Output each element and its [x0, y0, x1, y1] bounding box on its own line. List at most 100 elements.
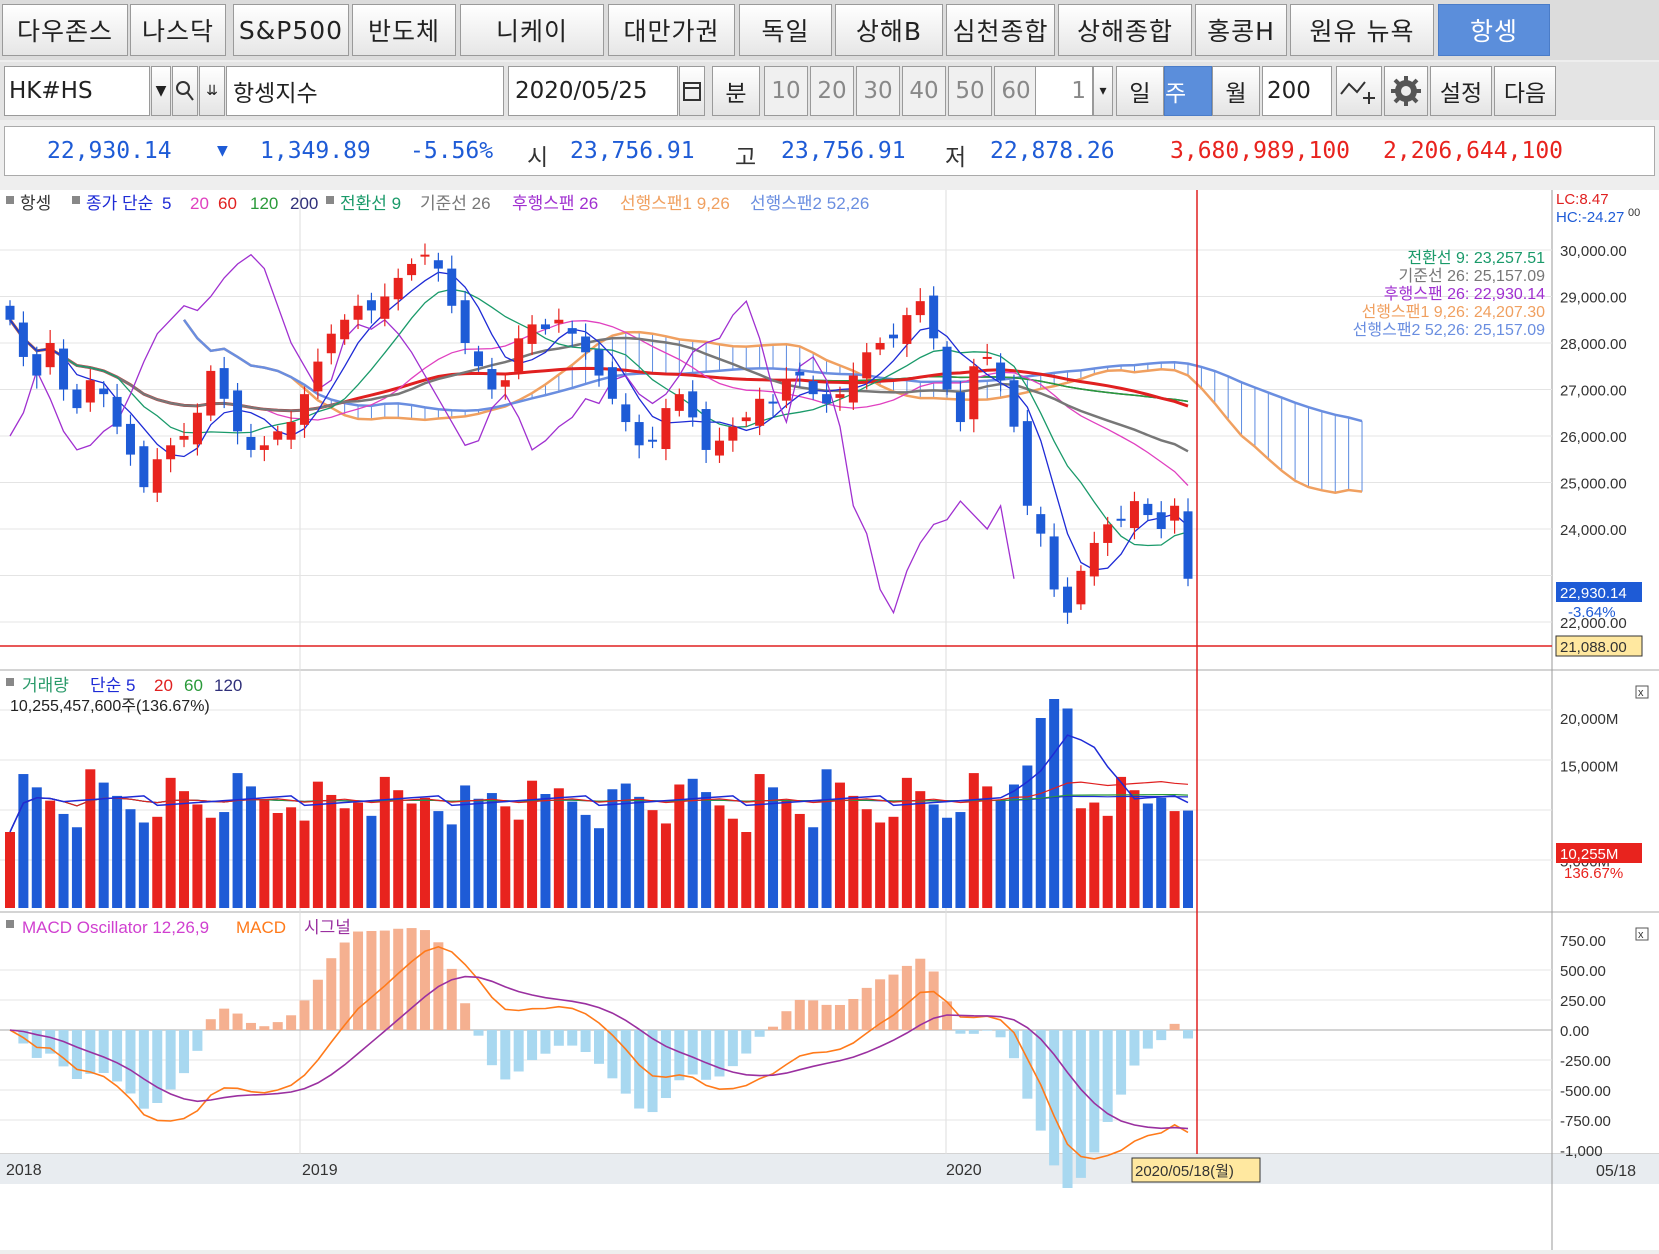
tab-2[interactable]: S&P500	[233, 4, 349, 56]
symbol-input[interactable]: HK#HS	[4, 66, 150, 116]
panel-close-icon[interactable]	[1635, 685, 1649, 699]
oscillator-bar	[594, 1030, 604, 1064]
candle-body	[420, 254, 430, 257]
symbol-dropdown-icon[interactable]: ▼	[151, 66, 171, 116]
panel-close-icon[interactable]	[1635, 927, 1649, 941]
tab-7[interactable]: 상해B	[835, 4, 943, 56]
candle-body	[246, 436, 256, 450]
count-field[interactable]: 1	[1035, 66, 1093, 116]
oscillator-bar	[955, 1030, 966, 1034]
candle-body	[179, 436, 189, 440]
candle-body	[219, 368, 229, 399]
legend-ma60: 60	[218, 194, 237, 213]
volume-bar	[687, 778, 698, 908]
candle-body	[741, 417, 751, 422]
next-button[interactable]: 다음	[1494, 66, 1556, 116]
tab-4[interactable]: 니케이	[460, 4, 604, 56]
period-month-button[interactable]: 월	[1212, 66, 1260, 116]
volume-bar	[460, 785, 471, 908]
settings-button[interactable]: 설정	[1430, 66, 1492, 116]
minute-20-button[interactable]: 20	[810, 66, 854, 116]
chart-svg[interactable]: 30,000.00 29,000.00 28,000.00 27,000.00 26,0…	[0, 190, 1659, 1250]
candle-body	[152, 459, 162, 493]
tab-1[interactable]: 나스닥	[130, 4, 226, 56]
minute-10-button[interactable]: 10	[764, 66, 808, 116]
legend-ma200: 200	[290, 194, 318, 213]
oscillator-bar	[112, 1030, 123, 1082]
oscillator-bar	[741, 1030, 752, 1054]
candle-body	[634, 422, 644, 446]
oscillator-bar	[928, 971, 939, 1030]
tab-12[interactable]: 항셍	[1438, 4, 1550, 56]
info-spanA: 선행스팬1 9,26: 24,207.30	[1362, 303, 1546, 321]
price-axis-label: 29,000.00	[1560, 290, 1627, 307]
oscillator-bar	[179, 1030, 190, 1074]
candle-body	[192, 412, 202, 445]
history-icon[interactable]: ⇊	[199, 66, 225, 116]
oscillator-bar	[647, 1030, 658, 1113]
period-day-button[interactable]: 일	[1116, 66, 1164, 116]
oscillator-bar	[660, 1030, 671, 1099]
legend-ma120: 120	[250, 194, 278, 213]
volume-bar	[299, 820, 310, 908]
oscillator-bar	[125, 1030, 136, 1094]
volume-bar	[205, 817, 216, 908]
toolbar: HK#HS ▼ ⇊ 항셍지수 2020/05/25 분 10 20 30 40 50 60…	[0, 62, 1659, 120]
volume-bar	[286, 807, 297, 908]
gear-icon[interactable]	[1384, 66, 1428, 116]
candle-body	[581, 336, 591, 353]
tab-8[interactable]: 심천종합	[946, 4, 1055, 56]
oscillator-bar	[781, 1011, 792, 1030]
oscillator-bar	[272, 1022, 283, 1030]
tab-0[interactable]: 다우존스	[2, 4, 128, 56]
tab-6[interactable]: 독일	[739, 4, 832, 56]
minute-40-button[interactable]: 40	[902, 66, 946, 116]
date-field[interactable]: 2020/05/25	[508, 66, 678, 116]
candle-body	[474, 351, 484, 367]
tab-5[interactable]: 대만가권	[608, 4, 735, 56]
oscillator-bar	[513, 1030, 524, 1072]
oscillator-bar	[353, 931, 364, 1030]
minute-button[interactable]: 분	[712, 66, 760, 116]
price-axis-label: 27,000.00	[1560, 383, 1627, 400]
candle-body	[594, 349, 604, 376]
volume-bar	[553, 788, 564, 908]
tab-3[interactable]: 반도체	[352, 4, 456, 56]
chart-area[interactable]: 30,000.00 29,000.00 28,000.00 27,000.00 26,0…	[0, 190, 1659, 1250]
candle-body	[648, 439, 658, 442]
candle-body	[45, 343, 55, 368]
volume-bar	[768, 787, 779, 908]
bar-count-field[interactable]: 200	[1262, 66, 1332, 116]
volume-bar	[125, 809, 136, 908]
signal-line	[9, 975, 1189, 1130]
search-icon[interactable]	[172, 66, 198, 116]
calendar-icon[interactable]	[679, 66, 705, 116]
low-value: 22,878.26	[990, 138, 1115, 164]
candle-body	[166, 445, 176, 460]
candle-body	[768, 401, 778, 404]
volume-bar	[808, 827, 819, 908]
tab-9[interactable]: 상해종합	[1058, 4, 1192, 56]
price-axis-label: 30,000.00	[1560, 243, 1627, 260]
minute-30-button[interactable]: 30	[856, 66, 900, 116]
tab-10[interactable]: 홍콩H	[1195, 4, 1287, 56]
candle-body	[982, 356, 992, 359]
candle-body	[755, 398, 765, 426]
count-dropdown-icon[interactable]: ▾	[1093, 66, 1113, 116]
volume-bar	[379, 776, 390, 908]
tab-11[interactable]: 원유 뉴욕	[1290, 4, 1434, 56]
macd-legend-osc: MACD Oscillator 12,26,9	[22, 918, 209, 937]
minute-60-button[interactable]: 60	[994, 66, 1038, 116]
minute-50-button[interactable]: 50	[948, 66, 992, 116]
macd-axis-label: 0.00	[1560, 1023, 1589, 1040]
oscillator-bar	[607, 1030, 618, 1079]
add-indicator-icon[interactable]	[1336, 66, 1382, 116]
period-week-button[interactable]: 주	[1164, 66, 1212, 116]
down-arrow-icon: ▼	[217, 140, 228, 161]
candle-body	[688, 391, 698, 418]
volume-bar	[473, 798, 484, 908]
lagging-span-line	[9, 253, 1015, 615]
candle-body	[233, 390, 243, 432]
oscillator-bar	[245, 1022, 256, 1030]
candle-body	[313, 361, 323, 392]
